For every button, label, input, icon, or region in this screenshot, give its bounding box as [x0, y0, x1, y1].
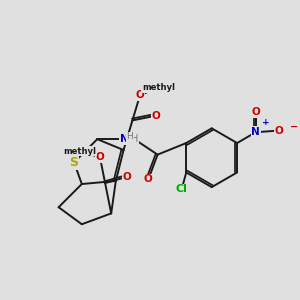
- Text: Cl: Cl: [176, 184, 188, 194]
- Text: methyl: methyl: [63, 147, 96, 156]
- Text: N: N: [120, 134, 129, 144]
- Text: H: H: [126, 132, 133, 141]
- Text: O: O: [122, 172, 131, 182]
- Text: +: +: [262, 118, 269, 127]
- Text: methyl: methyl: [142, 83, 175, 92]
- Text: H: H: [131, 134, 138, 144]
- Text: O: O: [144, 174, 153, 184]
- Text: O: O: [274, 126, 283, 136]
- Text: N: N: [251, 127, 260, 137]
- Text: −: −: [290, 122, 298, 132]
- Text: O: O: [136, 90, 144, 100]
- Text: O: O: [96, 152, 104, 162]
- Text: O: O: [251, 107, 260, 117]
- Text: O: O: [151, 111, 160, 121]
- Text: S: S: [70, 156, 79, 169]
